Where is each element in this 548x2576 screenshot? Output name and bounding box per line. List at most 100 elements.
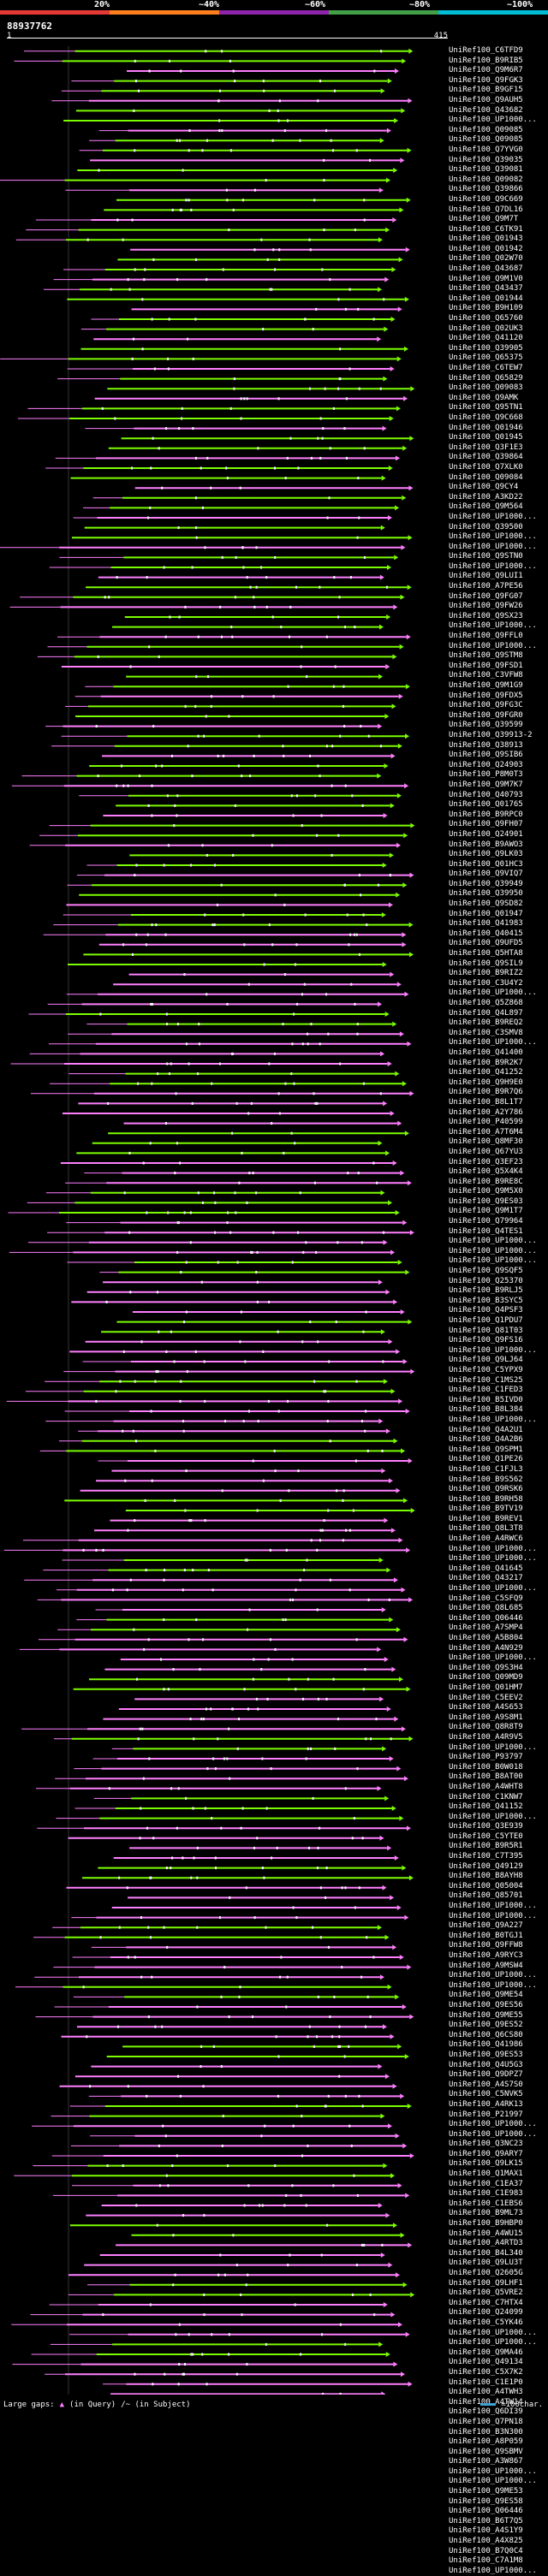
hit-link[interactable]: UniRef100_Q9UFD5 (449, 939, 523, 948)
hit-link[interactable]: UniRef100_Q9STM8 (449, 651, 523, 661)
hit-link[interactable]: UniRef100_Q9STN0 (449, 552, 523, 561)
hit-link[interactable]: UniRef100_B7Q0C4 (449, 2546, 523, 2555)
hit-link[interactable]: UniRef100_B9REQ2 (449, 1018, 523, 1028)
hit-link[interactable]: UniRef100_UP1000... (449, 1345, 537, 1355)
hit-link[interactable]: UniRef100_UP1000... (449, 2477, 537, 2486)
hit-link[interactable]: UniRef100_UP1000... (449, 1742, 537, 1752)
hit-link[interactable]: UniRef100_Q65375 (449, 353, 523, 363)
hit-link[interactable]: UniRef100_Q39864 (449, 453, 523, 462)
hit-link[interactable]: UniRef100_Q39905 (449, 343, 523, 353)
hit-link[interactable]: UniRef100_Q9FFL0 (449, 632, 523, 641)
hit-link[interactable]: UniRef100_Q9ES52 (449, 2021, 523, 2030)
hit-link[interactable]: UniRef100_C1E1P0 (449, 2377, 523, 2387)
hit-link[interactable]: UniRef100_Q4U5G3 (449, 2060, 523, 2069)
hit-link[interactable]: UniRef100_B3SYC5 (449, 1296, 523, 1305)
hit-link[interactable]: UniRef100_Q43437 (449, 284, 523, 294)
hit-link[interactable]: UniRef100_A4TWH3 (449, 2388, 523, 2397)
hit-link[interactable]: UniRef100_UP1000... (449, 2120, 537, 2129)
hit-link[interactable]: UniRef100_A8P059 (449, 2437, 523, 2447)
hit-link[interactable]: UniRef100_Q41152 (449, 1802, 523, 1812)
hit-link[interactable]: UniRef100_A5B804 (449, 1634, 523, 1642)
hit-link[interactable]: UniRef100_Q25370 (449, 1276, 523, 1285)
hit-link[interactable]: UniRef100_Q41645 (449, 1564, 523, 1573)
hit-link[interactable]: UniRef100_Q9ME54 (449, 1991, 523, 2000)
hit-link[interactable]: UniRef100_Q9M7T (449, 215, 519, 224)
hit-link[interactable]: UniRef100_Q02UK3 (449, 323, 523, 333)
hit-link[interactable]: UniRef100_A4S1Y9 (449, 2526, 523, 2536)
hit-link[interactable]: UniRef100_Q9A227 (449, 1921, 523, 1931)
hit-link[interactable]: UniRef100_A4WHT8 (449, 1782, 523, 1791)
hit-link[interactable]: UniRef100_Q9ARY7 (449, 2149, 523, 2158)
hit-link[interactable]: UniRef100_B9RH58 (449, 1494, 523, 1504)
hit-link[interactable]: UniRef100_C1E983 (449, 2189, 523, 2199)
hit-link[interactable]: UniRef100_UP1000... (449, 1653, 537, 1663)
hit-link[interactable]: UniRef100_Q9FG07 (449, 591, 523, 601)
hit-link[interactable]: UniRef100_Q9ES56 (449, 2000, 523, 2009)
hit-link[interactable]: UniRef100_Q40793 (449, 790, 523, 799)
hit-link[interactable]: UniRef100_Q43687 (449, 264, 523, 274)
hit-link[interactable]: UniRef100_UP1000... (449, 621, 537, 631)
hit-link[interactable]: UniRef100_Q39500 (449, 522, 523, 531)
hit-link[interactable]: UniRef100_Q02W70 (449, 254, 523, 264)
hit-link[interactable]: UniRef100_Q9DPZ7 (449, 2070, 523, 2080)
hit-link[interactable]: UniRef100_Q09084 (449, 472, 523, 482)
hit-link[interactable]: UniRef100_C6TEW7 (449, 364, 523, 372)
hit-link[interactable]: UniRef100_Q9SIL9 (449, 959, 523, 968)
hit-link[interactable]: UniRef100_Q40415 (449, 929, 523, 938)
hit-link[interactable]: UniRef100_A7PE56 (449, 582, 523, 591)
hit-link[interactable]: UniRef100_C6TFD9 (449, 46, 523, 55)
hit-link[interactable]: UniRef100_C5SFQ9 (449, 1594, 523, 1603)
hit-link[interactable]: UniRef100_B9S562 (449, 1475, 523, 1484)
hit-link[interactable]: UniRef100_UP1000... (449, 1980, 537, 1990)
hit-link[interactable]: UniRef100_Q06446 (449, 1613, 523, 1623)
hit-link[interactable]: UniRef100_B9RIB5 (449, 56, 523, 65)
hit-link[interactable]: UniRef100_Q41983 (449, 919, 523, 929)
hit-link[interactable]: UniRef100_Q24901 (449, 829, 523, 839)
hit-link[interactable]: UniRef100_Q7DL16 (449, 205, 523, 214)
hit-link[interactable]: UniRef100_Q24903 (449, 760, 523, 769)
hit-link[interactable]: UniRef100_Q9FG3C (449, 701, 523, 710)
hit-link[interactable]: UniRef100_Q9FS16 (449, 1336, 523, 1345)
hit-link[interactable]: UniRef100_Q9LHF1 (449, 2278, 523, 2288)
hit-link[interactable]: UniRef100_A9MSW4 (449, 1961, 523, 1970)
hit-link[interactable]: UniRef100_UP1000... (449, 1971, 537, 1980)
hit-link[interactable]: UniRef100_UP1000... (449, 116, 537, 125)
hit-link[interactable]: UniRef100_Q9AUH5 (449, 95, 523, 104)
hit-link[interactable]: UniRef100_B8L1T7 (449, 1097, 523, 1107)
hit-link[interactable]: UniRef100_B9RPC0 (449, 810, 523, 819)
hit-link[interactable]: UniRef100_Q01HC3 (449, 859, 523, 869)
hit-link[interactable]: UniRef100_Q41252 (449, 1068, 523, 1077)
hit-link[interactable]: UniRef100_Q41400 (449, 1048, 523, 1057)
hit-link[interactable]: UniRef100_A7T6M4 (449, 1127, 523, 1137)
hit-link[interactable]: UniRef100_Q4PSF3 (449, 1306, 523, 1315)
hit-link[interactable]: UniRef100_Q65829 (449, 373, 523, 383)
hit-link[interactable]: UniRef100_Q9VIQ7 (449, 870, 523, 879)
hit-link[interactable]: UniRef100_Q67YU3 (449, 1147, 523, 1156)
hit-link[interactable]: UniRef100_B9R2K7 (449, 1058, 523, 1067)
hit-link[interactable]: UniRef100_Q3EF23 (449, 1157, 523, 1166)
hit-link[interactable]: UniRef100_A4S653 (449, 1703, 523, 1712)
hit-link[interactable]: UniRef100_UP1000... (449, 1246, 537, 1255)
hit-link[interactable]: UniRef100_UP1000... (449, 2328, 537, 2337)
hit-link[interactable]: UniRef100_B8AYH8 (449, 1872, 523, 1881)
hit-link[interactable]: UniRef100_A4N929 (449, 1643, 523, 1653)
hit-link[interactable]: UniRef100_Q9CY4 (449, 483, 519, 492)
hit-link[interactable]: UniRef100_Q9M5X0 (449, 1187, 523, 1196)
hit-link[interactable]: UniRef100_Q85701 (449, 1891, 523, 1901)
hit-link[interactable]: UniRef100_Q9H9E0 (449, 1077, 523, 1087)
hit-link[interactable]: UniRef100_Q9M1V0 (449, 274, 523, 283)
hit-link[interactable]: UniRef100_Q43217 (449, 1574, 523, 1583)
hit-link[interactable]: UniRef100_C5YPX9 (449, 1365, 523, 1374)
hit-link[interactable]: UniRef100_B3N300 (449, 2427, 523, 2437)
hit-link[interactable]: UniRef100_A9RYC3 (449, 1951, 523, 1960)
hit-link[interactable]: UniRef100_Q3F1E3 (449, 442, 523, 452)
hit-link[interactable]: UniRef100_Q38913 (449, 740, 523, 750)
hit-link[interactable]: UniRef100_Q9SBMV (449, 2447, 523, 2456)
hit-link[interactable]: UniRef100_B6T7Q5 (449, 2516, 523, 2526)
hit-link[interactable]: UniRef100_Q8L3T8 (449, 1524, 523, 1534)
hit-link[interactable]: UniRef100_B9H109 (449, 304, 523, 313)
hit-link[interactable]: UniRef100_Q9SIB6 (449, 751, 523, 760)
hit-link[interactable]: UniRef100_A7SMP4 (449, 1623, 523, 1633)
hit-link[interactable]: UniRef100_Q9LK03 (449, 850, 523, 859)
hit-link[interactable]: UniRef100_B5IVD0 (449, 1395, 523, 1404)
